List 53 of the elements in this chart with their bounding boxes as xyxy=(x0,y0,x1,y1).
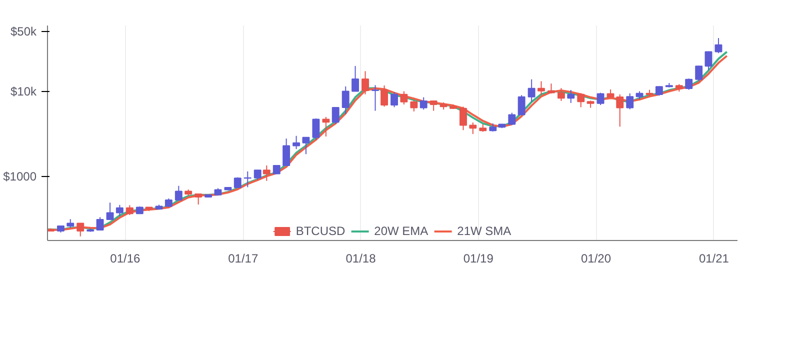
candlestick xyxy=(96,216,104,231)
candlestick xyxy=(282,138,290,166)
candlestick xyxy=(616,94,624,128)
candlestick xyxy=(302,136,310,155)
candlestick xyxy=(126,204,134,216)
candlestick xyxy=(596,92,604,106)
candlestick xyxy=(557,88,565,102)
candlestick xyxy=(420,96,428,110)
candlestick xyxy=(262,164,270,182)
candlestick xyxy=(704,50,712,71)
candlestick xyxy=(380,84,388,108)
candlestick xyxy=(322,116,330,137)
x-tick-label: 01/20 xyxy=(581,252,612,266)
candlestick xyxy=(655,86,663,96)
y-tick-label: $10k xyxy=(10,84,38,98)
legend-label: 20W EMA xyxy=(374,224,428,238)
candlestick xyxy=(577,92,585,108)
candlestick xyxy=(332,106,340,124)
candlestick xyxy=(362,70,369,95)
candlestick xyxy=(116,204,124,216)
candlestick xyxy=(254,169,262,180)
candlestick xyxy=(460,106,467,131)
candlestick xyxy=(352,65,359,92)
candlestick xyxy=(508,112,516,126)
candlestick xyxy=(714,38,722,54)
candlestick xyxy=(106,202,114,221)
y-tick-label: $50k xyxy=(10,24,38,39)
y-tick-label: $1000 xyxy=(3,170,37,184)
x-tick-label: 01/16 xyxy=(110,252,141,266)
legend-label: BTCUSD xyxy=(296,224,346,238)
candlestick xyxy=(174,185,182,201)
candlestick xyxy=(528,78,536,102)
candlestick xyxy=(518,94,526,116)
x-tick-label: 01/18 xyxy=(346,252,376,266)
candlestick xyxy=(567,89,575,104)
candlestick xyxy=(194,193,202,206)
legend-label: 21W SMA xyxy=(457,224,512,238)
candlestick xyxy=(342,86,350,115)
candlestick xyxy=(469,122,477,135)
x-tick-label: 01/17 xyxy=(228,252,258,266)
candlestick xyxy=(410,100,418,112)
candlestick xyxy=(685,78,693,90)
candlestick xyxy=(695,65,703,82)
x-tick-label: 01/19 xyxy=(463,252,494,266)
candlestick xyxy=(626,92,634,110)
candlestick xyxy=(292,135,300,150)
candlestick xyxy=(76,222,84,237)
candlestick xyxy=(372,84,379,112)
candlestick xyxy=(400,90,408,105)
candlestick xyxy=(312,118,320,140)
x-tick-label: 01/21 xyxy=(698,252,730,266)
candlestick xyxy=(538,80,545,96)
candlestick xyxy=(390,92,398,108)
